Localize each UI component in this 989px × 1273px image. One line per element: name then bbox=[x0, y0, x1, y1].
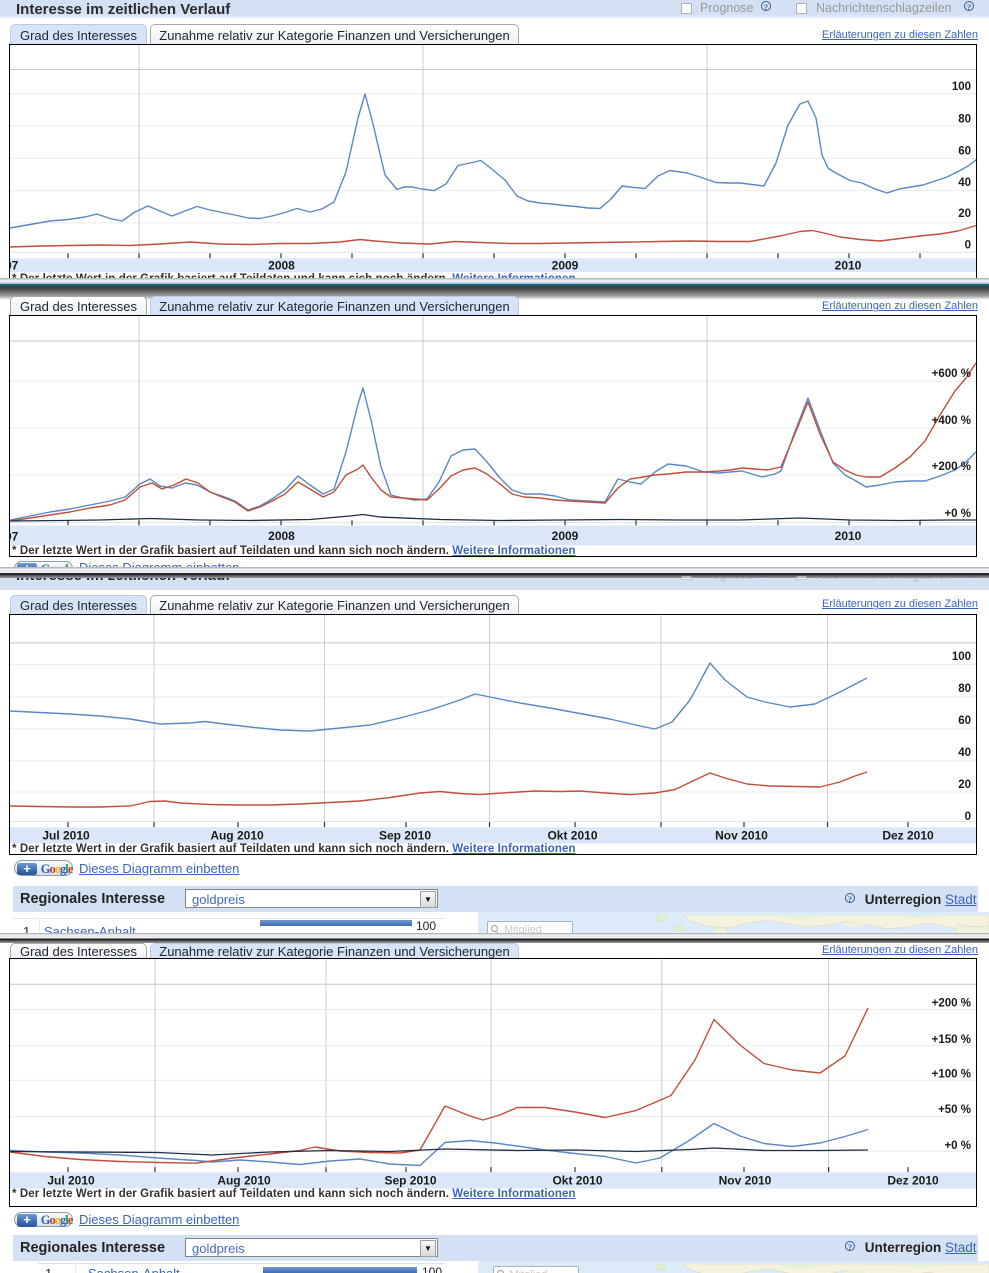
svg-text:2009: 2009 bbox=[552, 529, 579, 543]
svg-text:Sep 2010: Sep 2010 bbox=[384, 1174, 436, 1188]
svg-text:80: 80 bbox=[958, 683, 971, 695]
svg-text:20: 20 bbox=[958, 208, 971, 220]
svg-text:Dez 2010: Dez 2010 bbox=[882, 829, 934, 843]
svg-text:Nov 2010: Nov 2010 bbox=[715, 829, 768, 843]
svg-text:100: 100 bbox=[952, 651, 971, 663]
svg-text:2007: 2007 bbox=[9, 529, 19, 543]
svg-text:60: 60 bbox=[958, 715, 971, 727]
svg-text:Sep 2010: Sep 2010 bbox=[379, 829, 431, 843]
svg-text:Aug 2010: Aug 2010 bbox=[210, 829, 264, 843]
svg-text:Aug 2010: Aug 2010 bbox=[217, 1174, 271, 1188]
svg-text:2010: 2010 bbox=[835, 259, 862, 273]
svg-text:+50 %: +50 % bbox=[938, 1104, 971, 1116]
svg-text:80: 80 bbox=[958, 114, 971, 126]
svg-text:60: 60 bbox=[958, 145, 971, 157]
svg-text:2010: 2010 bbox=[835, 529, 862, 543]
svg-text:+400 %: +400 % bbox=[932, 415, 971, 427]
svg-text:100: 100 bbox=[952, 81, 971, 93]
svg-text:2008: 2008 bbox=[268, 259, 295, 273]
svg-text:Jul 2010: Jul 2010 bbox=[42, 829, 90, 843]
svg-text:+200 %: +200 % bbox=[932, 998, 971, 1010]
svg-text:40: 40 bbox=[958, 177, 971, 189]
svg-text:2007: 2007 bbox=[9, 259, 19, 273]
svg-text:+100 %: +100 % bbox=[932, 1069, 971, 1081]
svg-text:2008: 2008 bbox=[268, 529, 295, 543]
svg-text:+600 %: +600 % bbox=[932, 368, 971, 380]
svg-text:+150 %: +150 % bbox=[932, 1034, 971, 1046]
svg-text:Nov 2010: Nov 2010 bbox=[719, 1174, 772, 1188]
svg-text:Dez 2010: Dez 2010 bbox=[887, 1174, 939, 1188]
svg-text:+0 %: +0 % bbox=[944, 508, 971, 520]
svg-text:2009: 2009 bbox=[552, 259, 579, 273]
svg-text:+200 %: +200 % bbox=[932, 461, 971, 473]
svg-text:40: 40 bbox=[958, 747, 971, 759]
svg-text:0: 0 bbox=[965, 240, 971, 252]
svg-text:0: 0 bbox=[965, 811, 971, 823]
svg-text:20: 20 bbox=[958, 779, 971, 791]
svg-text:Jul 2010: Jul 2010 bbox=[47, 1174, 95, 1188]
svg-text:Okt 2010: Okt 2010 bbox=[547, 829, 597, 843]
svg-text:Okt 2010: Okt 2010 bbox=[552, 1174, 602, 1188]
svg-text:+0 %: +0 % bbox=[944, 1140, 971, 1152]
